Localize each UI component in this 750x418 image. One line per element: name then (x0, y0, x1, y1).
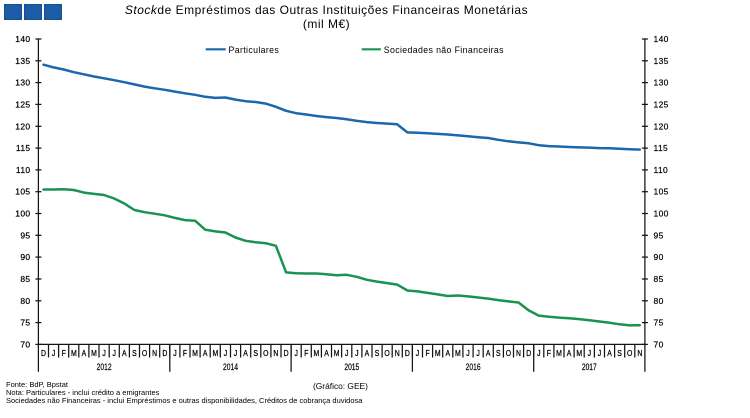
svg-text:2014: 2014 (223, 362, 238, 372)
svg-text:F: F (547, 348, 551, 358)
svg-text:N: N (637, 348, 642, 358)
svg-text:J: J (294, 348, 298, 358)
svg-text:D: D (526, 348, 531, 358)
svg-text:95: 95 (654, 230, 664, 240)
svg-text:O: O (384, 348, 389, 358)
svg-text:110: 110 (654, 165, 669, 175)
svg-text:90: 90 (654, 252, 664, 262)
svg-text:2017: 2017 (582, 362, 597, 372)
svg-text:75: 75 (654, 318, 664, 328)
svg-text:O: O (142, 348, 147, 358)
svg-text:120: 120 (654, 121, 669, 131)
svg-text:M: M (455, 348, 461, 358)
svg-text:M: M (71, 348, 77, 358)
svg-text:A: A (243, 348, 248, 358)
svg-text:100: 100 (15, 209, 30, 219)
svg-text:2016: 2016 (466, 362, 481, 372)
svg-text:115: 115 (16, 143, 31, 153)
svg-text:O: O (627, 348, 632, 358)
svg-text:80: 80 (654, 296, 664, 306)
svg-text:130: 130 (654, 78, 669, 88)
svg-text:M: M (556, 348, 562, 358)
svg-text:A: A (82, 348, 87, 358)
svg-text:105: 105 (15, 187, 30, 197)
svg-text:95: 95 (20, 230, 30, 240)
svg-text:135: 135 (15, 56, 30, 66)
svg-text:M: M (576, 348, 582, 358)
svg-text:70: 70 (20, 339, 30, 349)
svg-text:O: O (263, 348, 268, 358)
svg-text:110: 110 (16, 165, 31, 175)
svg-text:M: M (334, 348, 340, 358)
svg-text:A: A (567, 348, 572, 358)
svg-text:J: J (476, 348, 480, 358)
svg-text:2015: 2015 (344, 362, 359, 372)
svg-text:125: 125 (654, 99, 669, 109)
svg-text:A: A (486, 348, 491, 358)
svg-text:J: J (102, 348, 106, 358)
svg-text:A: A (122, 348, 127, 358)
svg-text:80: 80 (20, 296, 30, 306)
svg-text:120: 120 (15, 121, 30, 131)
svg-text:N: N (516, 348, 521, 358)
svg-text:A: A (365, 348, 370, 358)
svg-text:N: N (395, 348, 400, 358)
svg-text:D: D (284, 348, 289, 358)
svg-text:90: 90 (20, 252, 30, 262)
svg-text:M: M (212, 348, 218, 358)
svg-text:J: J (598, 348, 602, 358)
svg-text:J: J (537, 348, 541, 358)
svg-text:J: J (234, 348, 238, 358)
svg-text:100: 100 (654, 209, 669, 219)
svg-text:135: 135 (654, 56, 669, 66)
svg-text:F: F (304, 348, 308, 358)
svg-text:140: 140 (15, 34, 30, 44)
svg-text:J: J (588, 348, 592, 358)
svg-text:75: 75 (20, 318, 30, 328)
svg-text:O: O (506, 348, 511, 358)
svg-text:Particulares: Particulares (229, 45, 280, 55)
svg-text:A: A (324, 348, 329, 358)
svg-text:J: J (466, 348, 470, 358)
svg-text:Sociedades não Financeiras: Sociedades não Financeiras (384, 45, 504, 55)
svg-text:125: 125 (15, 99, 30, 109)
svg-text:F: F (426, 348, 430, 358)
svg-text:130: 130 (15, 78, 30, 88)
svg-text:85: 85 (20, 274, 30, 284)
svg-text:2012: 2012 (97, 362, 112, 372)
svg-text:J: J (52, 348, 56, 358)
svg-text:J: J (112, 348, 116, 358)
svg-text:M: M (435, 348, 441, 358)
svg-text:N: N (152, 348, 157, 358)
svg-text:M: M (192, 348, 198, 358)
svg-text:115: 115 (654, 143, 669, 153)
svg-text:J: J (224, 348, 228, 358)
svg-text:D: D (162, 348, 167, 358)
svg-text:J: J (355, 348, 359, 358)
svg-text:S: S (253, 348, 258, 358)
svg-text:D: D (405, 348, 410, 358)
svg-text:85: 85 (654, 274, 664, 284)
svg-text:70: 70 (654, 339, 664, 349)
svg-text:M: M (314, 348, 320, 358)
svg-text:105: 105 (654, 187, 669, 197)
svg-text:A: A (607, 348, 612, 358)
svg-text:A: A (446, 348, 451, 358)
svg-text:N: N (273, 348, 278, 358)
svg-text:J: J (173, 348, 177, 358)
svg-text:A: A (203, 348, 208, 358)
svg-text:F: F (62, 348, 66, 358)
svg-text:D: D (41, 348, 46, 358)
svg-text:S: S (617, 348, 622, 358)
svg-text:F: F (183, 348, 187, 358)
svg-text:S: S (496, 348, 501, 358)
svg-text:140: 140 (654, 34, 669, 44)
svg-text:S: S (375, 348, 380, 358)
svg-text:J: J (416, 348, 420, 358)
svg-text:M: M (91, 348, 97, 358)
svg-text:J: J (345, 348, 349, 358)
svg-text:S: S (132, 348, 137, 358)
